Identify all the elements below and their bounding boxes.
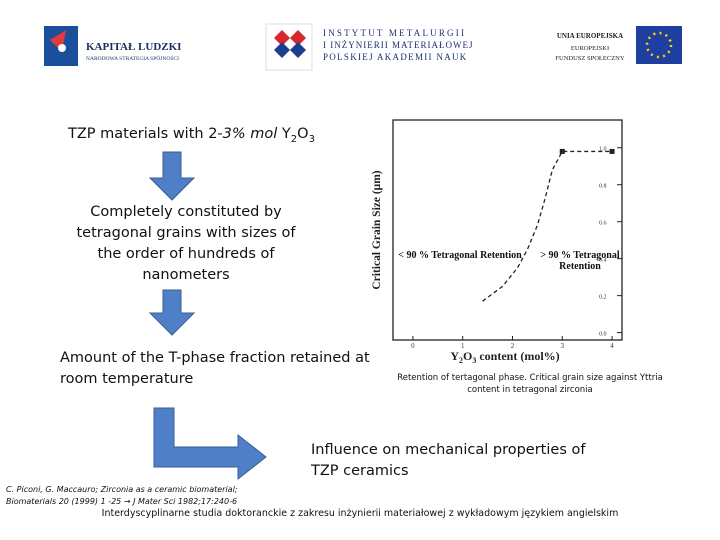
logo-line: UNIA EUROPEJSKA [557, 32, 623, 40]
x-tick-label: 2 [511, 342, 515, 350]
x-label-part: O [463, 349, 472, 363]
data-line [482, 150, 613, 302]
x-tick-label: 3 [561, 342, 565, 350]
logo-line: INSTYTUT METALURGII [323, 28, 466, 38]
footer: Interdyscyplinarne studia doktoranckie z… [101, 508, 619, 519]
y-tick-label: 0.2 [599, 295, 607, 301]
y-tick-label: 1.0 [599, 147, 607, 153]
references: C. Piconi, G. Maccauro; Zirconia as a ce… [6, 484, 238, 508]
x-tick-label: 0 [411, 342, 415, 350]
y-tick-label: 0.0 [599, 332, 607, 338]
text-part: O [297, 126, 309, 142]
text-part: 2 [290, 133, 298, 145]
caption-line: content in tetragonal zirconia [467, 385, 593, 395]
arrow-down [148, 289, 196, 336]
logo-eu: UNIA EUROPEJSKA EUROPEJSKI FUNDUSZ SPOŁE… [555, 26, 682, 64]
arrow-down [148, 151, 196, 201]
x-label-part: 3 [472, 356, 476, 365]
x-tick-label: 4 [610, 342, 614, 350]
flow-step: Amount of the T-phase fraction retained … [60, 350, 370, 387]
logo-line: EUROPEJSKI [571, 45, 609, 52]
x-tick-label: 1 [461, 342, 465, 350]
text-part: 3 [308, 133, 315, 145]
logo-line: FUNDUSZ SPOŁECZNY [555, 55, 624, 62]
reference: Biomaterials 20 (1999) 1 -25 → J Mater S… [6, 497, 238, 506]
y-tick-label: 0.6 [599, 221, 607, 227]
x-label-part: content (mol%) [476, 349, 559, 363]
x-axis-label: Y2O3 content (mol%) [450, 349, 559, 365]
y-tick-label: 0.4 [599, 258, 607, 264]
logo-imim: INSTYTUT METALURGII I INŻYNIERII MATERIA… [265, 23, 473, 71]
plot-frame [392, 119, 623, 341]
y-tick-label: 0.8 [599, 184, 607, 190]
logo-line: POLSKIEJ AKADEMII NAUK [323, 52, 468, 62]
text-part: TZP materials with 2- [68, 126, 223, 142]
caption-line: Retention of tertagonal phase. Critical … [397, 373, 663, 383]
logo-line: I INŻYNIERII MATERIAŁOWEJ [323, 40, 473, 50]
text-part: Y [277, 126, 291, 142]
logo-title: KAPITAŁ LUDZKI [86, 41, 181, 53]
data-point [559, 148, 565, 154]
flow-step: Influence on mechanical properties of TZ… [311, 442, 586, 479]
logo-kapital: KAPITAŁ LUDZKI NARODOWA STRATEGIA SPÓJNO… [44, 26, 181, 66]
annotation: > 90 % Tetragonal Retention [540, 250, 620, 272]
chart: 0.0 0.2 0.4 0.6 0.8 1.0 0 1 2 3 4 [411, 147, 622, 350]
text-part: 3% mol [222, 126, 278, 142]
logo-subtitle: NARODOWA STRATEGIA SPÓJNOŚCI [86, 54, 179, 62]
x-label-part: 2 [459, 356, 463, 365]
caption: Retention of tertagonal phase. Critical … [380, 372, 680, 396]
reference: C. Piconi, G. Maccauro; Zirconia as a ce… [6, 485, 238, 494]
flow-step: Completely constituted by tetragonal gra… [76, 204, 296, 283]
y-axis-label: Critical Grain Size (μm) [371, 170, 383, 289]
annotation: < 90 % Tetragonal Retention [398, 250, 522, 261]
x-label-part: Y [450, 349, 459, 363]
flow-step: TZP materials with 2-3% mol Y2O3 [68, 124, 315, 150]
data-point [609, 148, 615, 154]
arrow-elbow [153, 407, 267, 481]
